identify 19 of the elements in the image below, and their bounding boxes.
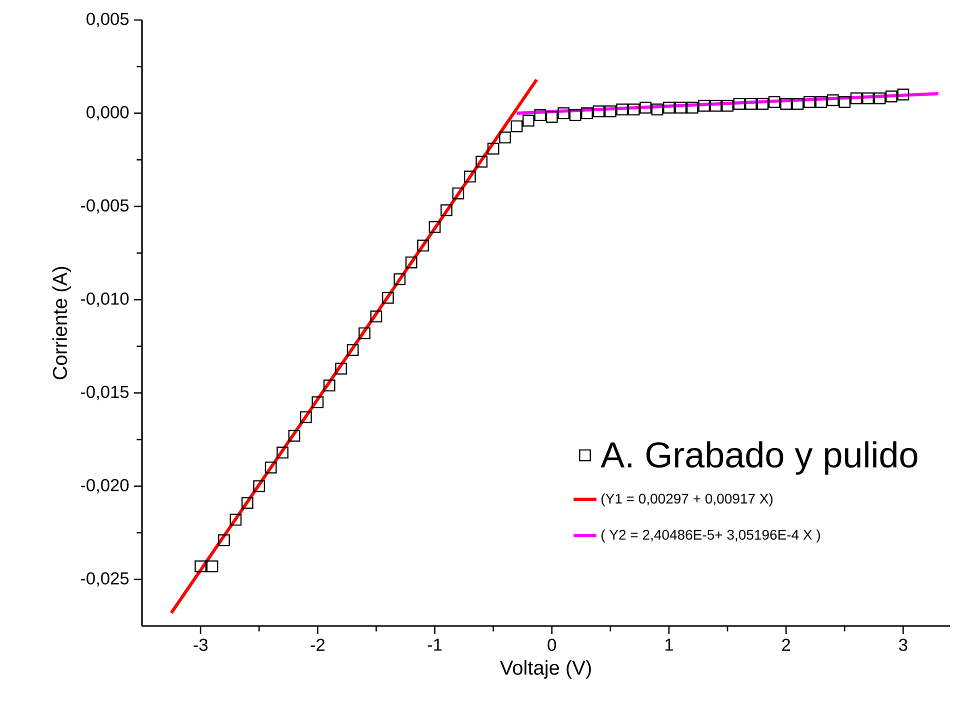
legend-label: (Y1 = 0,00297 + 0,00917 X): [601, 493, 773, 506]
x-axis-title: Voltaje (V): [500, 660, 591, 679]
legend-label: ( Y2 = 2,40486E-5+ 3,05196E-4 X ): [601, 529, 820, 543]
y-tick-label: -0,025: [80, 572, 129, 587]
y-axis-title: Corriente (A): [52, 267, 71, 380]
x-tick-label: -1: [428, 638, 442, 651]
x-tick-label: 2: [782, 638, 790, 651]
y-tick-label: -0,005: [80, 199, 129, 214]
y-tick-label: 0,000: [86, 106, 129, 120]
x-tick-label: -3: [194, 638, 208, 651]
x-tick-label: 3: [899, 638, 908, 651]
x-tick-label: 1: [665, 638, 673, 651]
x-tick-label: 0: [548, 638, 556, 651]
y-tick-label: -0,010: [80, 292, 129, 307]
y-tick-label: -0,020: [80, 478, 129, 494]
x-tick-label: -2: [310, 638, 324, 651]
legend-label: A. Grabado y pulido: [600, 441, 918, 475]
y-tick-label: 0,005: [86, 12, 129, 28]
y-tick-label: -0,015: [80, 386, 129, 400]
